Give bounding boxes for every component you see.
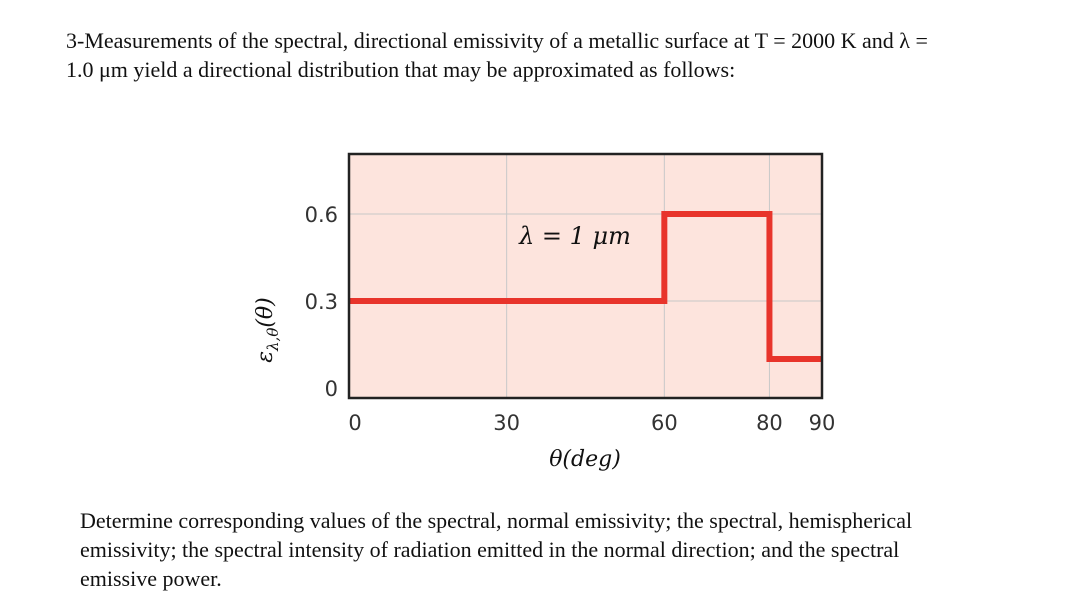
emissivity-chart: 0 30 60 80 90 0 0.3 0.6 λ = 1 μm θ(deg) ελ,θ(θ…	[253, 152, 835, 472]
question-line-3: emissive power.	[80, 566, 222, 591]
plot-frame	[347, 152, 824, 400]
emissivity-step-line	[349, 211, 822, 362]
y-tick-label: 0.3	[305, 290, 338, 314]
question-line-1: Determine corresponding values of the sp…	[80, 508, 913, 533]
y-tick-label: 0.6	[305, 203, 338, 227]
question-statement: Determine corresponding values of the sp…	[80, 506, 1040, 593]
wavelength-annotation: λ = 1 μm	[518, 222, 631, 250]
x-tick-label: 30	[493, 411, 520, 435]
y-tick-label: 0	[325, 377, 338, 401]
x-axis-title: θ(deg)	[549, 447, 621, 472]
y-tick-labels: 0 0.3 0.6	[305, 203, 338, 401]
problem-line-1: 3-Measurements of the spectral, directio…	[66, 28, 928, 53]
x-tick-label: 0	[348, 411, 361, 435]
question-line-2: emissivity; the spectral intensity of ra…	[80, 537, 900, 562]
x-tick-labels: 0 30 60 80 90	[348, 411, 835, 435]
problem-statement: 3-Measurements of the spectral, directio…	[66, 26, 1056, 84]
problem-line-2: 1.0 μm yield a directional distribution …	[66, 57, 736, 82]
x-tick-label: 90	[809, 411, 836, 435]
y-axis-title: ελ,θ(θ)	[253, 297, 282, 363]
x-tick-label: 80	[756, 411, 783, 435]
x-tick-label: 60	[651, 411, 678, 435]
plot-background	[349, 154, 822, 398]
